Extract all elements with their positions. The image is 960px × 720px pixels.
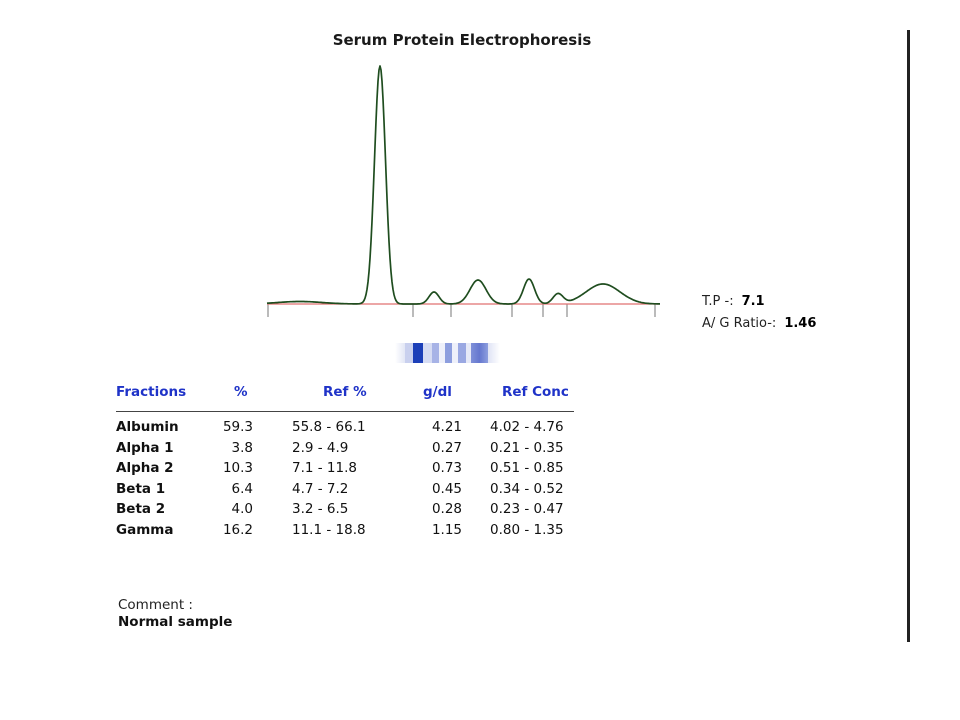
fraction-percent: 3.8 [231, 439, 253, 456]
fraction-gdl: 0.73 [431, 460, 462, 476]
fraction-ref-conc: 0.23 - 0.47 [490, 501, 564, 517]
table-row: Beta 2 4.0 3.2 - 6.5 0.28 0.23 - 0.47 [0, 501, 960, 522]
fraction-ref-percent: 7.1 - 11.8 [292, 460, 357, 476]
header-ref-percent: Ref % [323, 384, 367, 400]
total-protein: T.P -: 7.1 [702, 294, 765, 309]
fraction-name: Alpha 2 [116, 460, 174, 476]
trace-line [266, 65, 660, 305]
fraction-ref-conc: 0.21 - 0.35 [490, 439, 564, 456]
fraction-name: Beta 1 [116, 480, 166, 497]
ag-ratio: A/ G Ratio-: 1.46 [702, 316, 816, 331]
fraction-name: Albumin [116, 419, 179, 435]
ag-ratio-value: 1.46 [784, 316, 817, 331]
table-header: Fractions % Ref % g/dl Ref Conc [0, 384, 960, 402]
fraction-gdl: 0.45 [431, 480, 462, 497]
header-fractions: Fractions [116, 384, 187, 400]
fraction-percent: 16.2 [222, 521, 253, 538]
comment-text: Normal sample [118, 614, 233, 630]
fraction-ref-percent: 11.1 - 18.8 [292, 521, 366, 538]
fraction-ref-conc: 0.51 - 0.85 [490, 460, 564, 476]
header-divider [116, 411, 574, 412]
header-gdl: g/dl [423, 384, 452, 400]
fraction-ref-percent: 55.8 - 66.1 [292, 419, 366, 435]
fraction-percent: 6.4 [231, 480, 253, 497]
fraction-name: Beta 2 [116, 501, 166, 517]
table-row: Gamma 16.2 11.1 - 18.8 1.15 0.80 - 1.35 [0, 522, 960, 543]
total-protein-value: 7.1 [741, 294, 765, 309]
fraction-ref-percent: 3.2 - 6.5 [292, 501, 349, 517]
fraction-gdl: 0.27 [431, 439, 462, 456]
fraction-gdl: 4.21 [431, 419, 462, 435]
fraction-ref-conc: 0.80 - 1.35 [490, 521, 564, 538]
header-ref-conc: Ref Conc [502, 384, 569, 400]
table-row: Albumin 59.3 55.8 - 66.1 4.21 4.02 - 4.7… [0, 419, 960, 440]
fraction-name: Alpha 1 [116, 439, 174, 456]
report-title: Serum Protein Electrophoresis [332, 31, 592, 49]
gel-strip-image [395, 343, 500, 363]
fraction-percent: 4.0 [231, 501, 253, 517]
fraction-percent: 59.3 [222, 419, 253, 435]
fraction-ref-conc: 4.02 - 4.76 [490, 419, 564, 435]
table-row: Beta 1 6.4 4.7 - 7.2 0.45 0.34 - 0.52 [0, 481, 960, 502]
fraction-ref-percent: 2.9 - 4.9 [292, 439, 349, 456]
total-protein-label: T.P -: [702, 294, 734, 309]
fraction-gdl: 0.28 [431, 501, 462, 517]
fraction-name: Gamma [116, 521, 174, 538]
page-edge-line [907, 30, 910, 642]
fraction-ref-percent: 4.7 - 7.2 [292, 480, 349, 497]
fractions-table: Albumin 59.3 55.8 - 66.1 4.21 4.02 - 4.7… [0, 419, 960, 542]
header-percent: % [234, 384, 248, 400]
ag-ratio-label: A/ G Ratio-: [702, 316, 777, 331]
fraction-percent: 10.3 [222, 460, 253, 476]
fraction-gdl: 1.15 [431, 521, 462, 538]
table-row: Alpha 2 10.3 7.1 - 11.8 0.73 0.51 - 0.85 [0, 460, 960, 481]
fraction-ref-conc: 0.34 - 0.52 [490, 480, 564, 497]
fraction-separator-ticks [267, 304, 656, 317]
comment-label: Comment : [118, 597, 193, 613]
table-row: Alpha 1 3.8 2.9 - 4.9 0.27 0.21 - 0.35 [0, 440, 960, 461]
